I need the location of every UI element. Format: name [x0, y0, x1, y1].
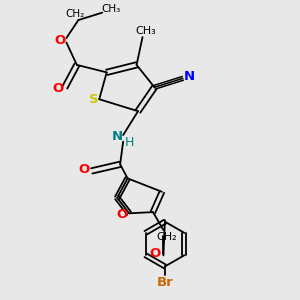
- Text: O: O: [116, 208, 127, 221]
- Text: O: O: [150, 247, 161, 260]
- Text: CH₃: CH₃: [135, 26, 156, 36]
- Text: O: O: [54, 34, 65, 46]
- Text: CH₃: CH₃: [102, 4, 121, 14]
- Text: N: N: [184, 70, 195, 83]
- Text: CH₂: CH₂: [65, 9, 84, 19]
- Text: O: O: [53, 82, 64, 95]
- Text: S: S: [89, 93, 99, 106]
- Text: H: H: [125, 136, 134, 149]
- Text: N: N: [112, 130, 123, 143]
- Text: CH₂: CH₂: [156, 232, 177, 242]
- Text: Br: Br: [157, 276, 173, 290]
- Text: O: O: [79, 163, 90, 176]
